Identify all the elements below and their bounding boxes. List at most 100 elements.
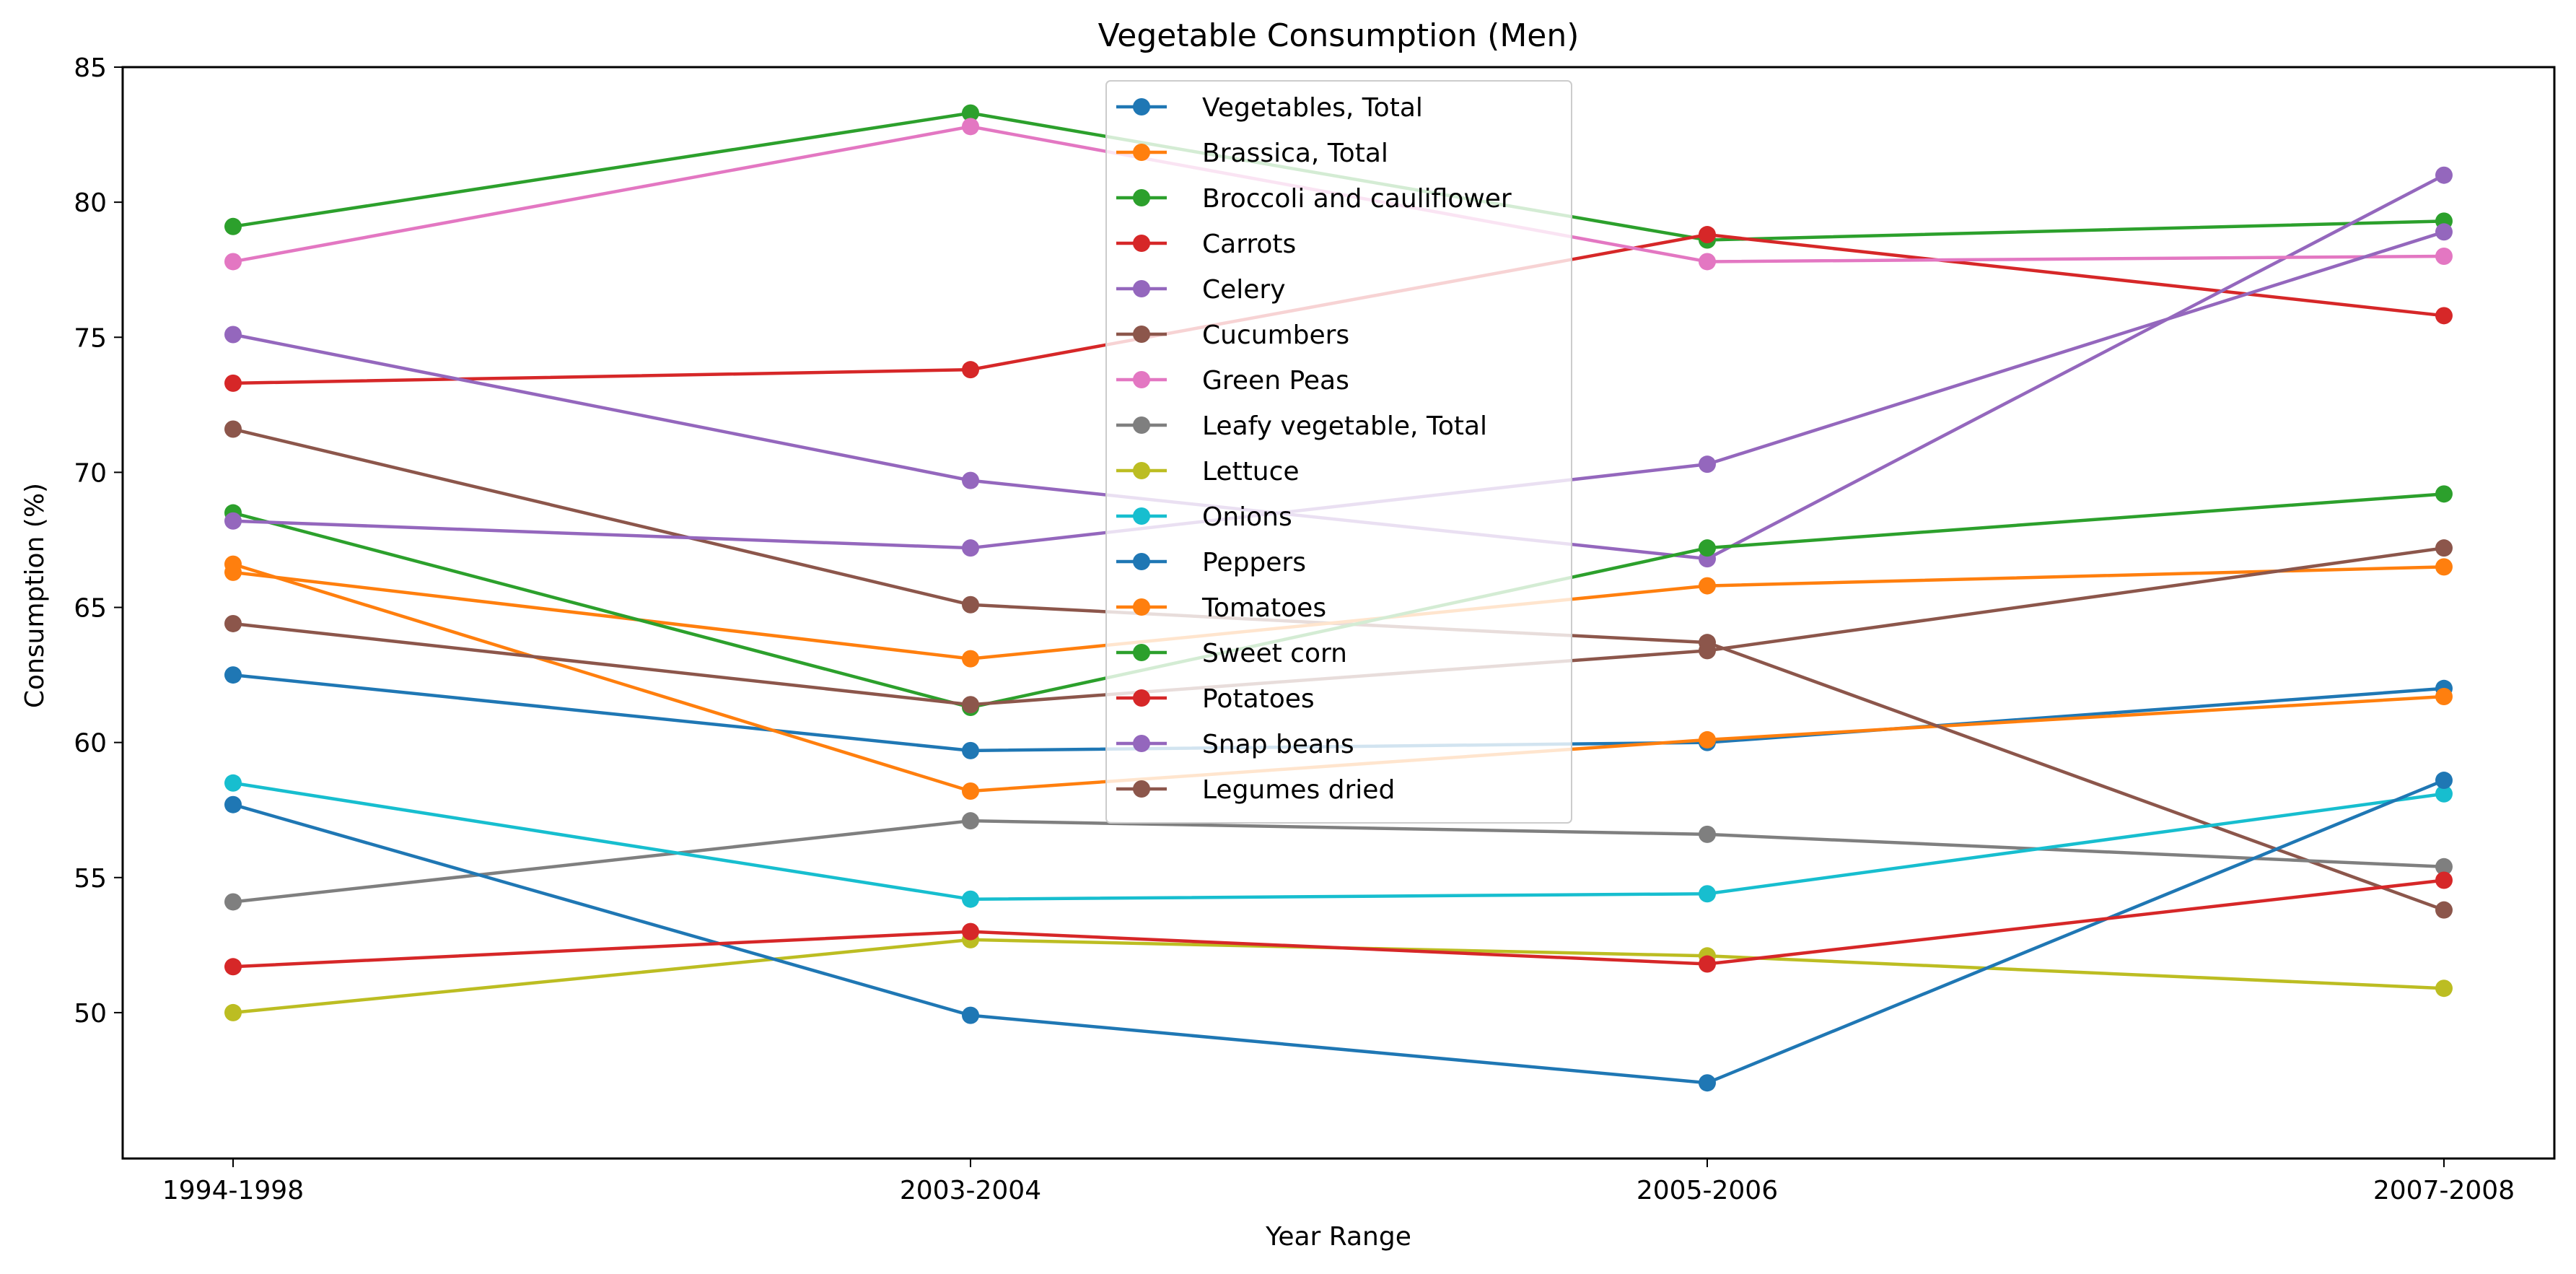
- data-point: [224, 420, 242, 438]
- legend-marker: [1133, 598, 1150, 616]
- data-point: [2435, 858, 2453, 876]
- legend-marker: [1133, 144, 1150, 161]
- legend-label: Vegetables, Total: [1202, 93, 1423, 123]
- x-axis-label: Year Range: [1265, 1222, 1411, 1252]
- legend-marker: [1133, 553, 1150, 570]
- y-tick-label: 50: [74, 999, 107, 1029]
- series-line: [232, 819, 2445, 904]
- data-point: [962, 650, 979, 668]
- legend-item: Snap beans: [1116, 730, 1354, 759]
- legend-item: Onions: [1116, 502, 1292, 532]
- data-point: [224, 326, 242, 344]
- data-point: [1699, 539, 1716, 557]
- data-point: [224, 774, 242, 792]
- legend-item: Peppers: [1116, 548, 1306, 577]
- legend-item: Tomatoes: [1116, 593, 1326, 623]
- y-tick-label: 70: [74, 458, 107, 488]
- data-point: [962, 741, 979, 759]
- legend-item: Brassica, Total: [1116, 139, 1388, 168]
- legend-box: [1105, 80, 1572, 824]
- y-tick-label: 85: [74, 53, 107, 83]
- legend-marker: [1133, 280, 1150, 297]
- legend-marker: [1133, 416, 1150, 434]
- legend-item: Leafy vegetable, Total: [1116, 411, 1487, 441]
- x-axis: 1994-1998 2003-2004 2005-2006 2007-2008: [162, 1159, 2515, 1205]
- data-point: [1699, 730, 1716, 749]
- legend-label: Carrots: [1202, 230, 1296, 259]
- data-point: [962, 104, 979, 122]
- data-point: [224, 217, 242, 235]
- legend-marker: [1133, 735, 1150, 752]
- data-point: [2435, 223, 2453, 241]
- data-point: [2435, 688, 2453, 706]
- legend-item: Green Peas: [1116, 366, 1349, 396]
- data-point: [962, 812, 979, 830]
- data-point: [2435, 901, 2453, 919]
- data-point: [224, 512, 242, 530]
- data-point: [962, 471, 979, 489]
- legend-label: Celery: [1202, 275, 1286, 305]
- legend-item: Vegetables, Total: [1116, 93, 1423, 123]
- data-point: [224, 563, 242, 581]
- series-onions: [224, 774, 2453, 908]
- data-point: [1699, 226, 1716, 244]
- legend-marker: [1133, 189, 1150, 206]
- data-point: [1699, 642, 1716, 660]
- x-tick-label: 2003-2004: [900, 1176, 1041, 1205]
- data-point: [1699, 577, 1716, 595]
- series-potatoes: [224, 871, 2453, 976]
- legend-item: Broccoli and cauliflower: [1116, 184, 1512, 214]
- data-point: [1699, 455, 1716, 474]
- legend-item: Sweet corn: [1116, 639, 1347, 668]
- data-point: [962, 361, 979, 379]
- data-point: [224, 1003, 242, 1021]
- data-point: [224, 253, 242, 271]
- legend-label: Onions: [1202, 502, 1292, 532]
- data-point: [224, 893, 242, 911]
- legend-marker: [1133, 507, 1150, 525]
- series-peppers: [224, 772, 2453, 1092]
- data-point: [962, 118, 979, 136]
- legend-marker: [1133, 371, 1150, 388]
- legend-label: Leafy vegetable, Total: [1202, 411, 1487, 441]
- y-tick-label: 55: [74, 864, 107, 894]
- series-line: [232, 778, 2445, 1085]
- legend: Vegetables, Total Brassica, Total Broccoli…: [1105, 80, 1572, 824]
- legend-marker: [1133, 780, 1150, 798]
- legend-label: Lettuce: [1202, 457, 1300, 487]
- data-point: [2435, 307, 2453, 325]
- legend-item: Legumes dried: [1116, 775, 1395, 805]
- y-tick-label: 80: [74, 188, 107, 218]
- data-point: [962, 782, 979, 800]
- plot-area-frame: [121, 66, 2556, 1160]
- y-tick-label: 75: [74, 323, 107, 353]
- data-point: [962, 696, 979, 714]
- data-point: [2435, 980, 2453, 998]
- legend-marker: [1133, 235, 1150, 252]
- series-line: [232, 781, 2445, 901]
- legend-label: Tomatoes: [1201, 593, 1326, 623]
- data-point: [1699, 885, 1716, 903]
- data-point: [2435, 166, 2453, 184]
- data-point: [2435, 539, 2453, 557]
- data-point: [1699, 825, 1716, 843]
- legend-item: Carrots: [1116, 230, 1296, 259]
- data-point: [224, 614, 242, 632]
- legend-item: Potatoes: [1116, 684, 1315, 714]
- data-point: [1699, 1074, 1716, 1092]
- data-point: [224, 958, 242, 976]
- y-axis-label: Consumption (%): [20, 483, 50, 708]
- legend-label: Brassica, Total: [1202, 139, 1388, 168]
- data-point: [2435, 485, 2453, 503]
- data-point: [224, 795, 242, 813]
- legend-label: Green Peas: [1202, 366, 1349, 396]
- legend-label: Snap beans: [1202, 730, 1354, 759]
- legend-marker: [1133, 689, 1150, 707]
- x-tick-label: 1994-1998: [162, 1176, 304, 1205]
- data-point: [1699, 253, 1716, 271]
- y-axis: 50 55 60 65 70 75 80 85: [74, 53, 123, 1029]
- legend-marker: [1133, 462, 1150, 479]
- data-point: [1699, 955, 1716, 973]
- data-point: [962, 890, 979, 908]
